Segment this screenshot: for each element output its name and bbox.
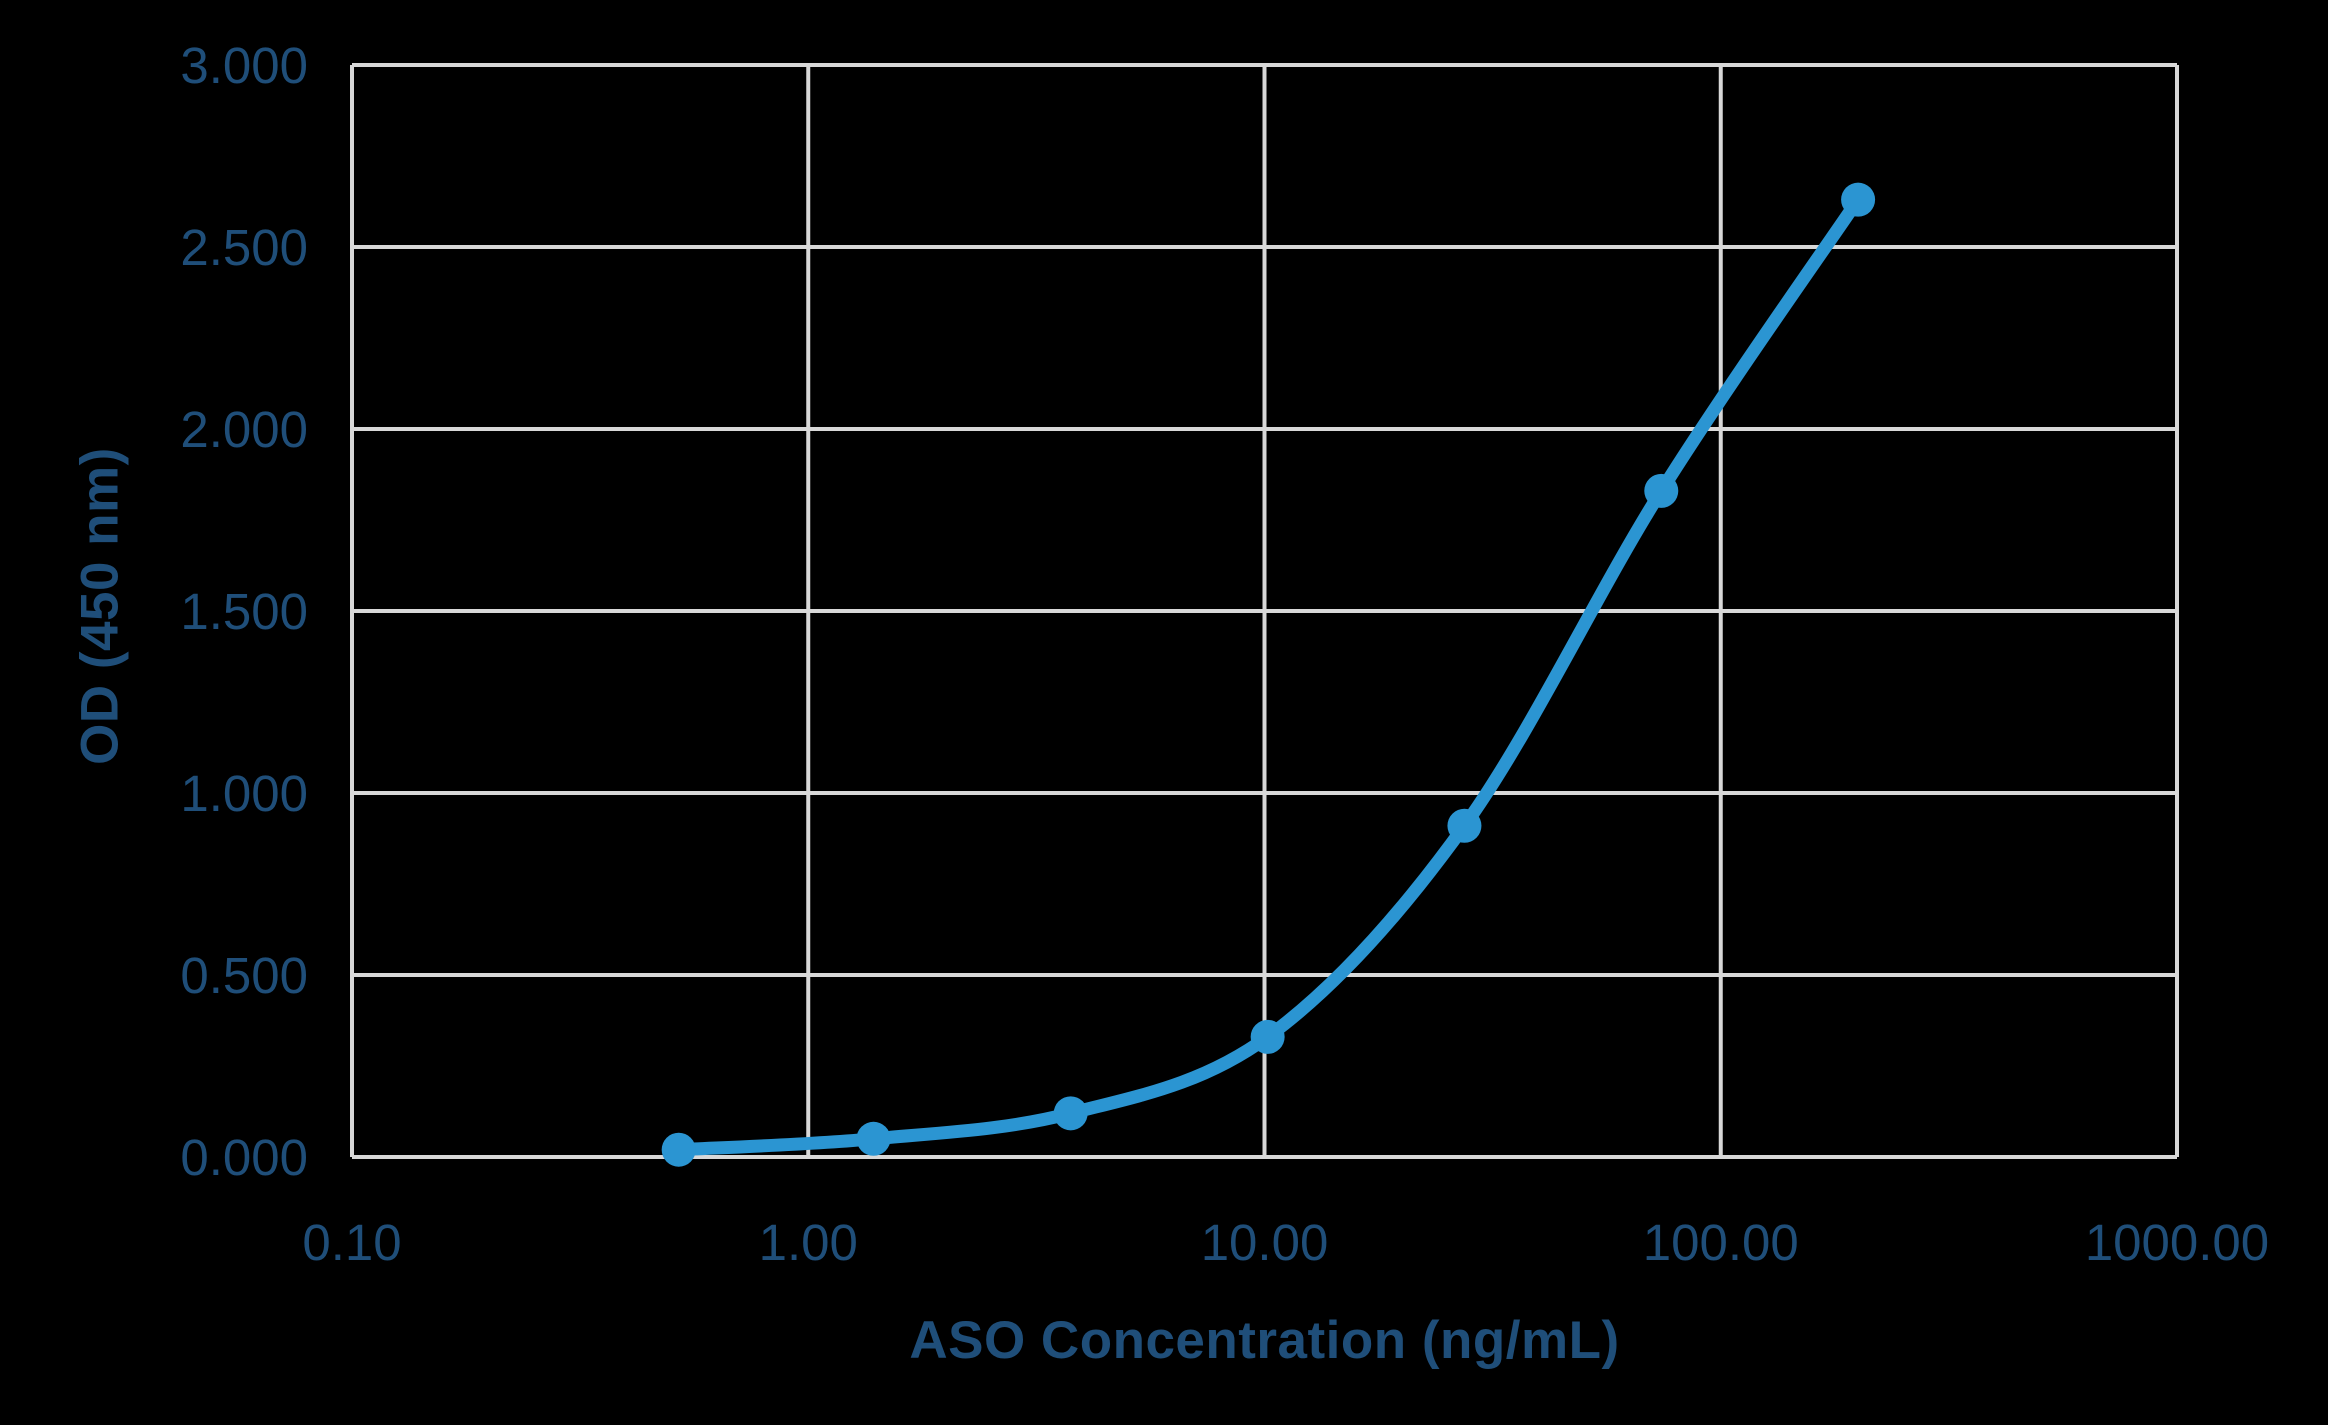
y-tick-label: 0.000 [180,1129,308,1186]
data-point-marker [1250,1019,1285,1054]
x-tick-label: 100.00 [1643,1214,1799,1271]
x-axis-title: ASO Concentration (ng/mL) [909,1311,1620,1370]
x-tick-label: 0.10 [302,1214,401,1271]
data-point-marker [661,1132,696,1167]
standard-curve-line [672,193,1865,1157]
data-point-marker [1053,1096,1088,1131]
y-tick-label: 2.500 [180,219,308,276]
data-point-marker [1841,182,1876,217]
y-tick-label: 0.500 [180,947,308,1004]
y-tick-label: 1.500 [180,583,308,640]
data-point-marker [856,1121,891,1156]
data-point-marker [1644,473,1679,508]
y-axis-title: OD (450 nm) [70,447,130,765]
y-tick-label: 1.000 [180,765,308,822]
x-tick-label: 1000.00 [2085,1214,2269,1271]
x-tick-label: 10.00 [1201,1214,1329,1271]
y-tick-label: 2.000 [180,401,308,458]
x-tick-label: 1.00 [759,1214,858,1271]
data-point-marker [1447,808,1482,843]
y-tick-label: 3.000 [180,37,308,94]
